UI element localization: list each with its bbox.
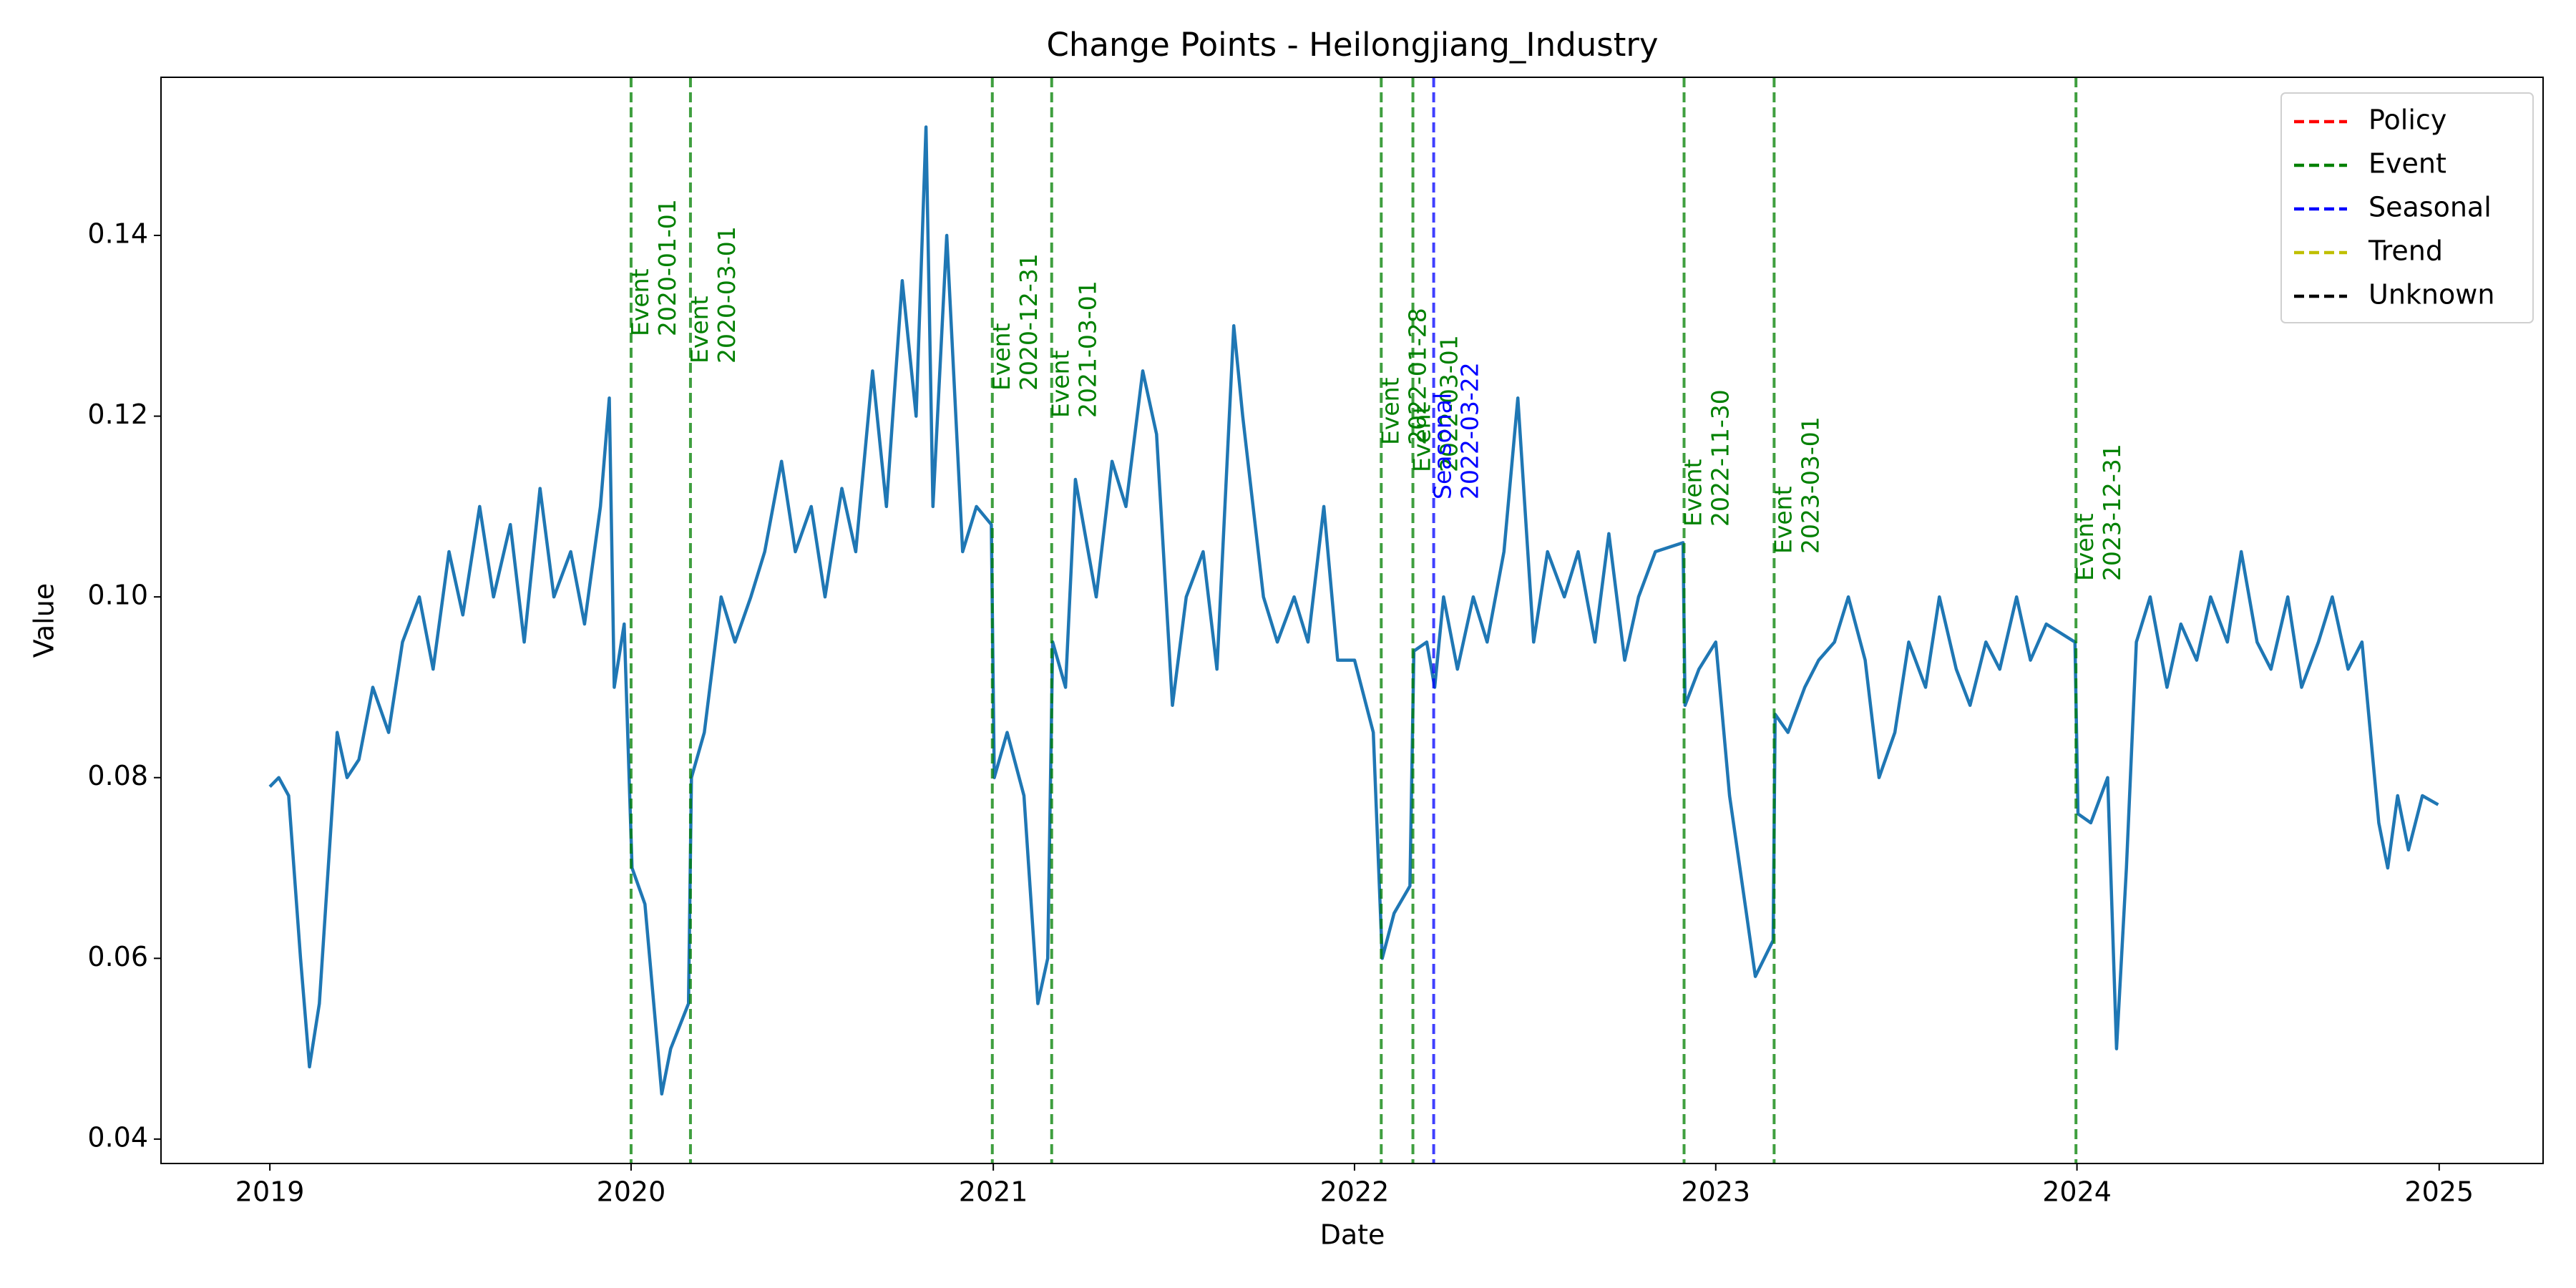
change-point-kind: Event xyxy=(987,323,1015,391)
plot-frame xyxy=(160,77,2544,1164)
change-point-date: 2020-01-01 xyxy=(653,199,681,336)
change-point-kind: Seasonal xyxy=(1429,393,1457,499)
x-tick-label: 2021 xyxy=(959,1176,1028,1208)
change-point-date: 2022-03-22 xyxy=(1456,362,1484,499)
change-point-date: 2020-12-31 xyxy=(1015,253,1043,391)
legend-box xyxy=(2280,92,2534,323)
y-tick-label: 0.04 xyxy=(87,1121,148,1153)
y-tick-label: 0.12 xyxy=(87,399,148,430)
change-point-kind: Event xyxy=(2071,513,2099,581)
y-axis-label: Value xyxy=(29,583,60,658)
x-tick-label: 2025 xyxy=(2404,1176,2474,1208)
change-point-kind: Event xyxy=(686,296,713,364)
x-tick-label: 2020 xyxy=(597,1176,666,1208)
x-tick-label: 2022 xyxy=(1320,1176,1390,1208)
legend-label: Unknown xyxy=(2368,279,2494,311)
change-point-kind: Event xyxy=(1408,404,1436,472)
change-point-date: 2023-03-01 xyxy=(1796,416,1824,554)
change-point-date: 2020-03-01 xyxy=(713,226,741,364)
x-tick-label: 2019 xyxy=(235,1176,305,1208)
change-point-kind: Event xyxy=(1679,459,1707,527)
y-tick-label: 0.14 xyxy=(87,218,148,250)
change-point-kind: Event xyxy=(626,268,654,336)
legend-label: Trend xyxy=(2368,235,2443,267)
legend-label: Policy xyxy=(2368,104,2446,136)
y-tick-label: 0.08 xyxy=(87,760,148,791)
change-point-date: 2021-03-01 xyxy=(1074,280,1102,418)
change-point-date: 2023-12-31 xyxy=(2098,444,2126,581)
x-tick-label: 2023 xyxy=(1681,1176,1750,1208)
change-point-date: 2022-01-28 xyxy=(1403,308,1431,445)
change-point-date: 2022-11-30 xyxy=(1707,389,1735,527)
change-point-kind: Event xyxy=(1376,377,1404,445)
change-point-date: 2022-03-01 xyxy=(1435,335,1463,472)
legend-label: Event xyxy=(2368,148,2446,180)
y-tick-label: 0.06 xyxy=(87,941,148,972)
y-tick-label: 0.10 xyxy=(87,580,148,611)
x-axis-label: Date xyxy=(1320,1219,1385,1251)
change-point-kind: Event xyxy=(1769,486,1797,554)
legend-label: Seasonal xyxy=(2368,192,2492,223)
chart-title: Change Points - Heilongjiang_Industry xyxy=(1046,26,1658,64)
change-point-kind: Event xyxy=(1047,350,1075,418)
x-tick-label: 2024 xyxy=(2042,1176,2112,1208)
